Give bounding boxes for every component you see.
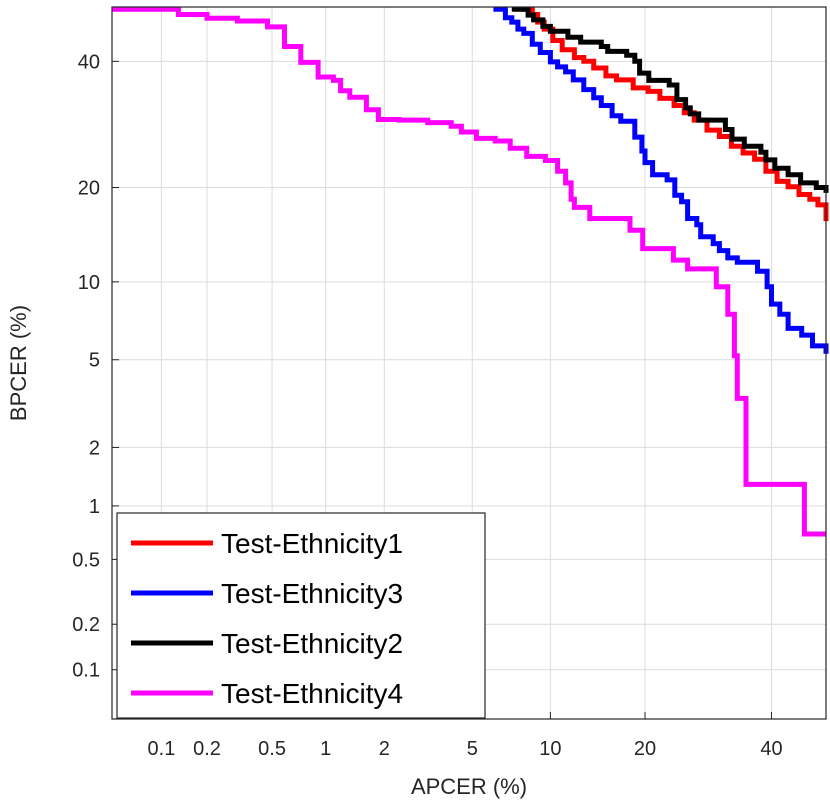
x-tick-label: 0.1 [148,738,176,760]
x-tick-label: 10 [539,738,561,760]
legend: Test-Ethnicity1 Test-Ethnicity3 Test-Ethni… [116,512,486,719]
legend-entry: Test-Ethnicity1 [221,528,403,559]
series-line-3 [511,6,829,193]
series-line-1 [520,6,829,222]
legend-entry: Test-Ethnicity2 [221,628,403,659]
y-axis-label: BPCER (%) [6,305,31,421]
legend-entry: Test-Ethnicity4 [221,678,403,709]
x-tick-label: 0.2 [193,738,221,760]
x-axis-label: APCER (%) [411,774,527,799]
y-tick-label: 20 [78,177,100,199]
y-tick-label: 5 [89,350,100,372]
x-tick-label: 0.5 [258,738,286,760]
axes-frame [111,6,827,720]
y-tick-label: 0.1 [72,660,100,682]
x-tick-label: 20 [634,738,656,760]
x-tick-label: 2 [379,738,390,760]
y-tick-label: 1 [89,496,100,518]
series-line-2 [493,6,829,354]
y-tick-label: 2 [89,437,100,459]
x-tick-label: 40 [760,738,782,760]
legend-box [116,512,486,719]
x-tick-label: 1 [320,738,331,760]
legend-entry: Test-Ethnicity3 [221,578,403,609]
series-line-4 [112,6,826,537]
y-tick-label: 0.2 [72,614,100,636]
y-tick-label: 40 [78,51,100,73]
y-ticks: 0.1 0.2 0.5 1 2 5 10 20 40 [72,51,119,682]
y-tick-label: 10 [78,272,100,294]
y-tick-label: 0.5 [72,549,100,571]
x-tick-label: 5 [467,738,478,760]
series-lines [112,6,829,537]
